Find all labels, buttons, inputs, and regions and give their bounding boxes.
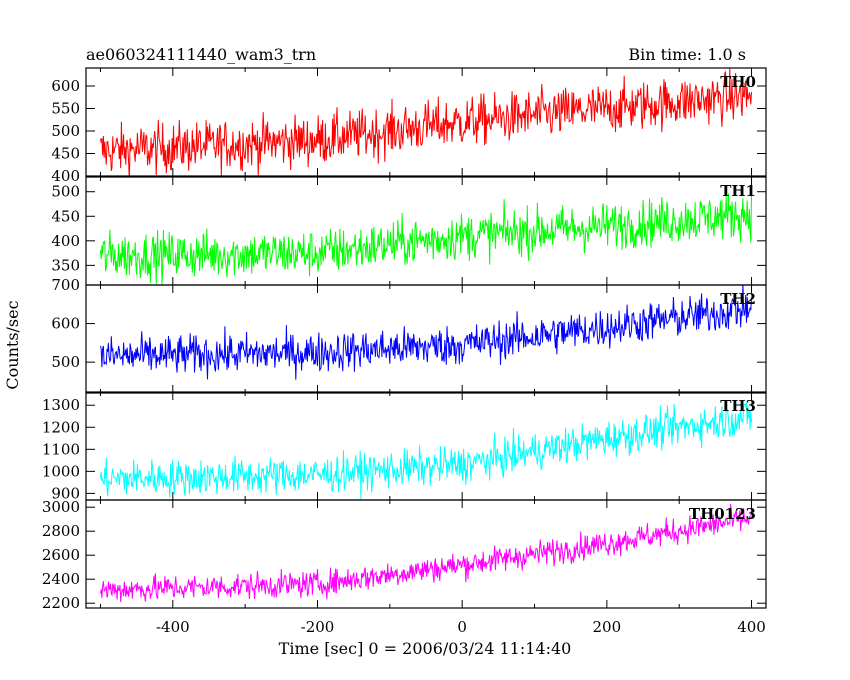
y-tick-label: 1100 xyxy=(42,440,80,458)
y-tick-label: 500 xyxy=(51,353,80,371)
y-axis-label: Counts/sec xyxy=(3,300,22,389)
x-axis-label: Time [sec] 0 = 2006/03/24 11:14:40 xyxy=(279,639,572,658)
y-tick-label: 600 xyxy=(51,77,80,95)
panel-th2: 500 600 700 TH2 xyxy=(51,276,767,394)
y-tick-label: 900 xyxy=(51,484,80,502)
panel-frame xyxy=(85,67,767,177)
panel-label: TH0 xyxy=(720,73,756,91)
panel-label: TH3 xyxy=(720,397,756,415)
panels-group: 400 450 500 550 600 TH0 350 400 450 500 TH1 500 600 7… xyxy=(42,67,767,612)
y-tick-label: 500 xyxy=(51,122,80,140)
panel-th0: 400 450 500 550 600 TH0 xyxy=(51,67,767,185)
panel-label: TH0123 xyxy=(689,505,756,523)
y-tick-label: 2200 xyxy=(42,594,80,612)
chart-title: ae060324111440_wam3_trn xyxy=(86,45,316,64)
panel-frame xyxy=(85,499,767,609)
y-tick-label: 2800 xyxy=(42,522,80,540)
panel-th3: 900 1000 1100 1200 1300 TH3 xyxy=(42,391,767,502)
y-tick-label: 400 xyxy=(51,232,80,250)
lightcurve-th3 xyxy=(100,402,752,500)
panel-label: TH1 xyxy=(720,182,756,200)
y-tick-label: 400 xyxy=(51,167,80,185)
panel-label: TH2 xyxy=(720,290,756,308)
x-tick-label: -400 xyxy=(156,618,190,636)
y-tick-label: 450 xyxy=(51,145,80,163)
lightcurve-th0123 xyxy=(100,503,752,603)
x-tick-label: 0 xyxy=(457,618,467,636)
lightcurve-th0 xyxy=(100,68,752,176)
y-tick-label: 450 xyxy=(51,207,80,225)
y-tick-label: 600 xyxy=(51,315,80,333)
y-tick-label: 2400 xyxy=(42,570,80,588)
y-tick-label: 700 xyxy=(51,276,80,294)
y-tick-label: 500 xyxy=(51,183,80,201)
lightcurve-th2 xyxy=(100,285,752,380)
lightcurve-th1 xyxy=(100,193,752,284)
y-tick-label: 550 xyxy=(51,100,80,118)
y-tick-label: 1200 xyxy=(42,418,80,436)
x-tick-label: 400 xyxy=(737,618,766,636)
x-tick-group: -400 -200 0 200 400 xyxy=(156,618,766,636)
y-tick-label: 350 xyxy=(51,256,80,274)
panel-th1: 350 400 450 500 TH1 xyxy=(51,176,767,286)
bin-time-label: Bin time: 1.0 s xyxy=(628,45,746,64)
panel-frame xyxy=(85,391,767,501)
panel-frame xyxy=(85,284,767,394)
y-tick-label: 2600 xyxy=(42,546,80,564)
y-tick-label: 3000 xyxy=(42,498,80,516)
x-tick-label: -200 xyxy=(301,618,335,636)
x-tick-label: 200 xyxy=(593,618,622,636)
panel-th0123: 2200 2400 2600 2800 3000 TH0123 xyxy=(42,498,767,612)
y-tick-label: 1300 xyxy=(42,396,80,414)
y-tick-label: 1000 xyxy=(42,462,80,480)
